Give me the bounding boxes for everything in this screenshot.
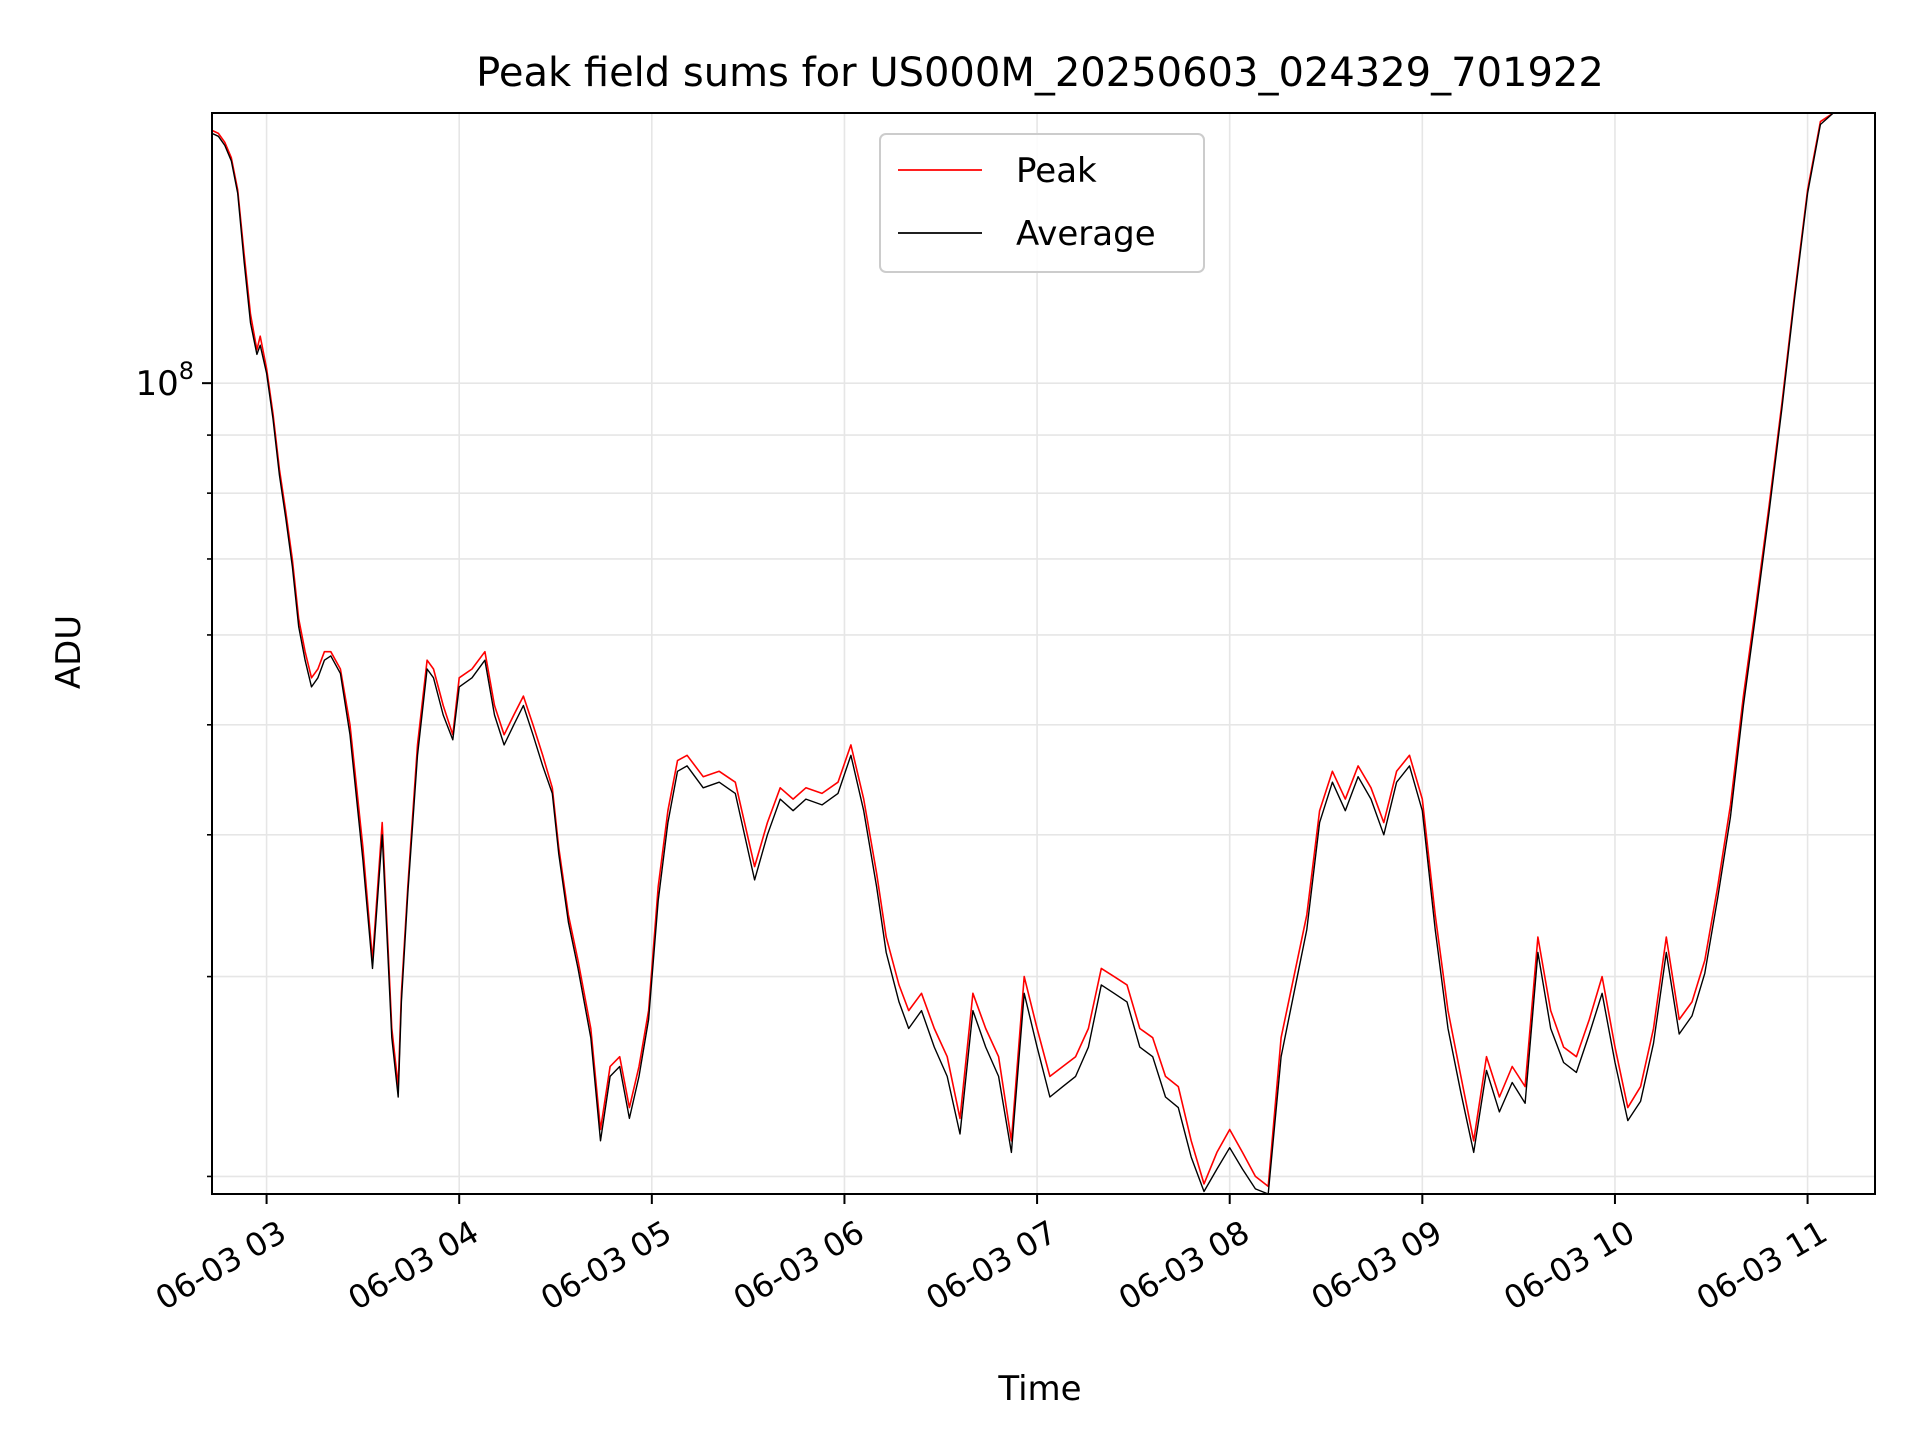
series-layer	[211, 112, 1834, 1195]
series-line-average	[211, 112, 1834, 1195]
y-axis-label: ADU	[49, 615, 89, 689]
legend: Peak Average	[879, 133, 1205, 273]
legend-box	[879, 133, 1205, 273]
chart-title: Peak field sums for US000M_20250603_0243…	[476, 50, 1604, 96]
legend-label-peak: Peak	[1016, 151, 1097, 191]
y-tick-label: 108	[135, 357, 194, 404]
plot-frame	[211, 112, 1876, 1195]
y-axis-ticks: 108	[135, 357, 212, 1178]
grid	[212, 113, 1875, 1194]
y-tick-label-base: 10	[135, 364, 178, 404]
x-axis-label: Time	[997, 1369, 1081, 1409]
legend-label-average: Average	[1016, 214, 1156, 254]
y-tick-label-exponent: 8	[179, 357, 194, 385]
